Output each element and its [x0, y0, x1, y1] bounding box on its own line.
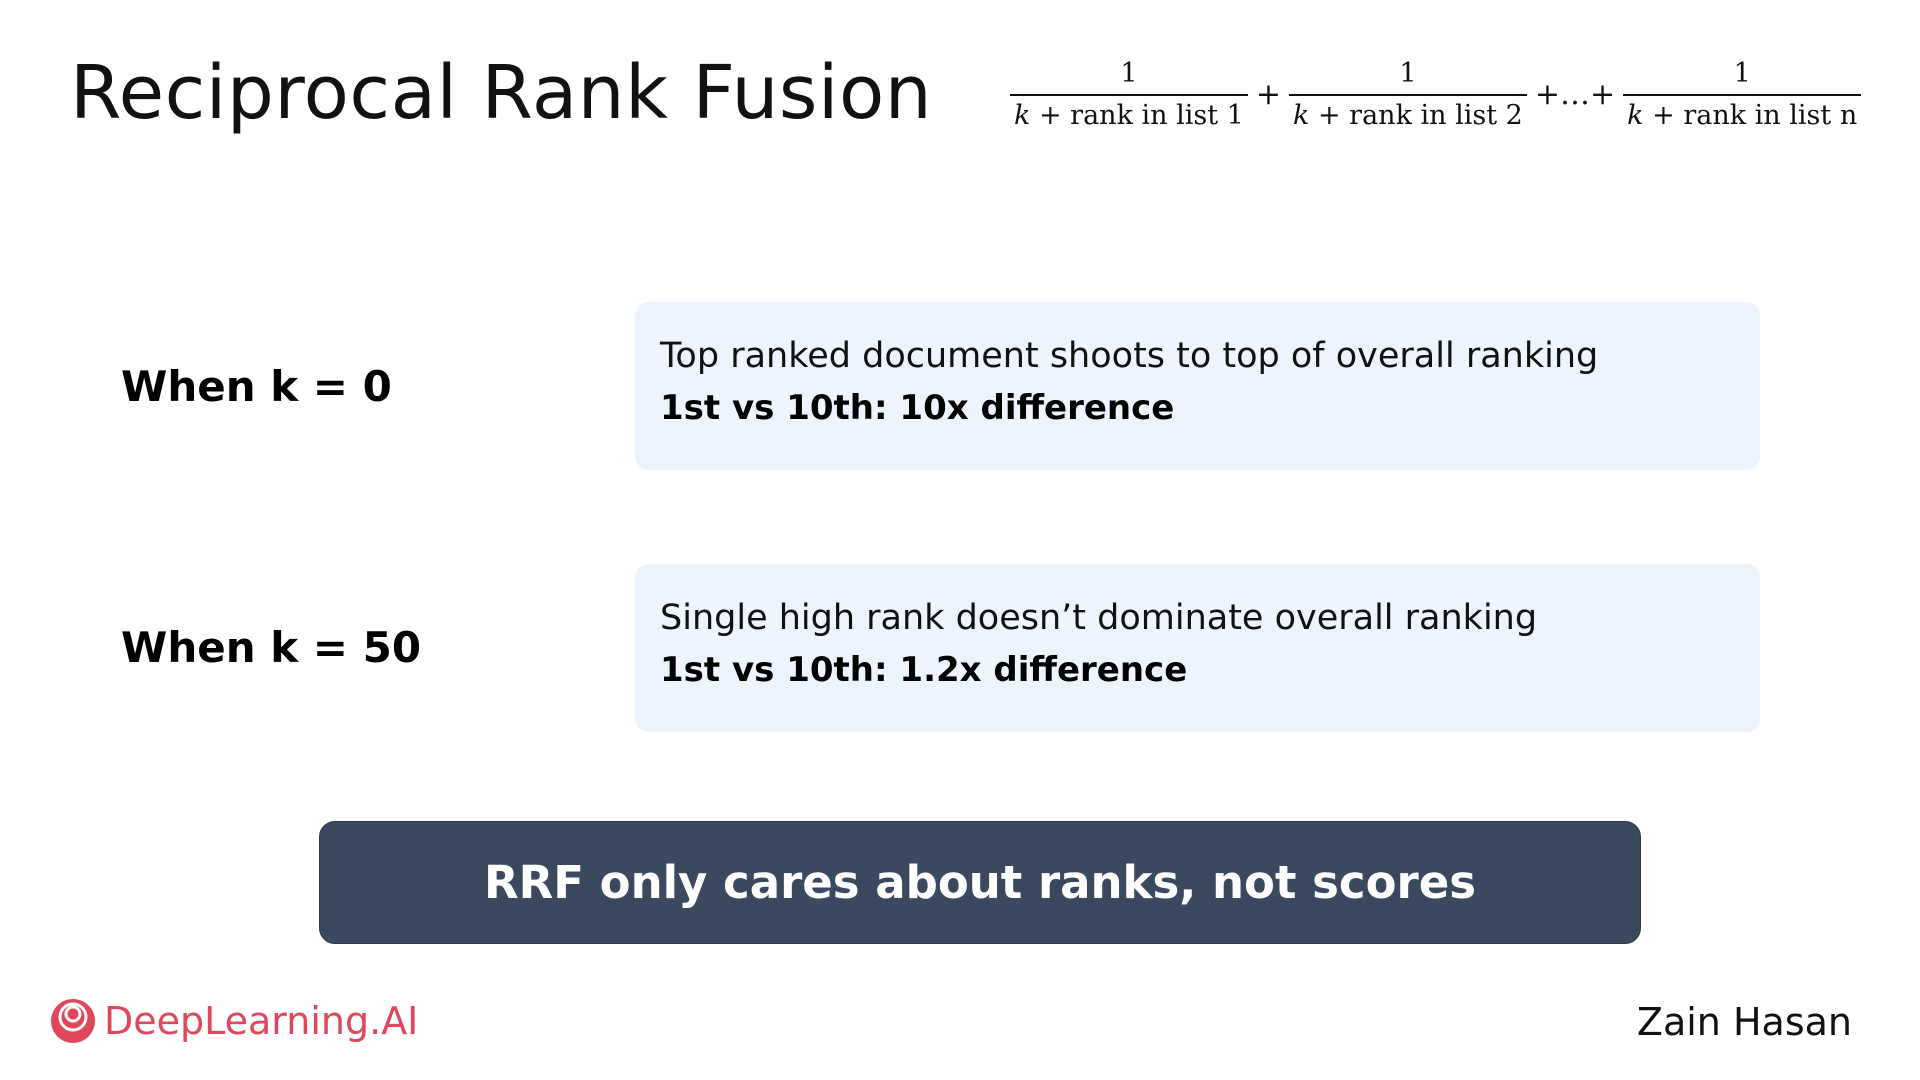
formula-fraction-1: 1 k + rank in list 1	[1010, 58, 1248, 132]
k-fifty-card: Single high rank doesn’t dominate overal…	[635, 564, 1760, 732]
fraction-denominator: k + rank in list 1	[1010, 94, 1248, 132]
k-zero-description: Top ranked document shoots to top of ove…	[660, 336, 1599, 376]
k-fifty-label: When k = 50	[121, 623, 422, 672]
fraction-denominator: k + rank in list 2	[1289, 94, 1527, 132]
k-zero-label: When k = 0	[121, 362, 392, 411]
brand: DeepLearning.AI	[50, 998, 418, 1044]
k-zero-card: Top ranked document shoots to top of ove…	[635, 302, 1760, 470]
deeplearning-logo-icon	[51, 999, 95, 1043]
k-fifty-description: Single high rank doesn’t dominate overal…	[660, 598, 1538, 638]
slide-title: Reciprocal Rank Fusion	[70, 50, 933, 136]
formula-fraction-2: 1 k + rank in list 2	[1289, 58, 1527, 132]
k-fifty-difference: 1st vs 10th: 1.2x difference	[660, 650, 1188, 690]
ellipsis-operator: +…+	[1534, 76, 1616, 112]
k-zero-difference: 1st vs 10th: 10x difference	[660, 388, 1175, 428]
author-name: Zain Hasan	[1636, 1000, 1852, 1044]
fraction-numerator: 1	[1120, 58, 1138, 89]
rrf-formula: 1 k + rank in list 1 + 1 k + rank in lis…	[1010, 58, 1862, 132]
fraction-numerator: 1	[1399, 58, 1417, 89]
fraction-numerator: 1	[1733, 58, 1751, 89]
plus-operator: +	[1255, 76, 1281, 112]
summary-banner: RRF only cares about ranks, not scores	[319, 821, 1641, 944]
formula-fraction-n: 1 k + rank in list n	[1623, 58, 1862, 132]
brand-name: DeepLearning.AI	[104, 999, 419, 1043]
summary-text: RRF only cares about ranks, not scores	[483, 856, 1477, 909]
fraction-denominator: k + rank in list n	[1623, 94, 1862, 132]
